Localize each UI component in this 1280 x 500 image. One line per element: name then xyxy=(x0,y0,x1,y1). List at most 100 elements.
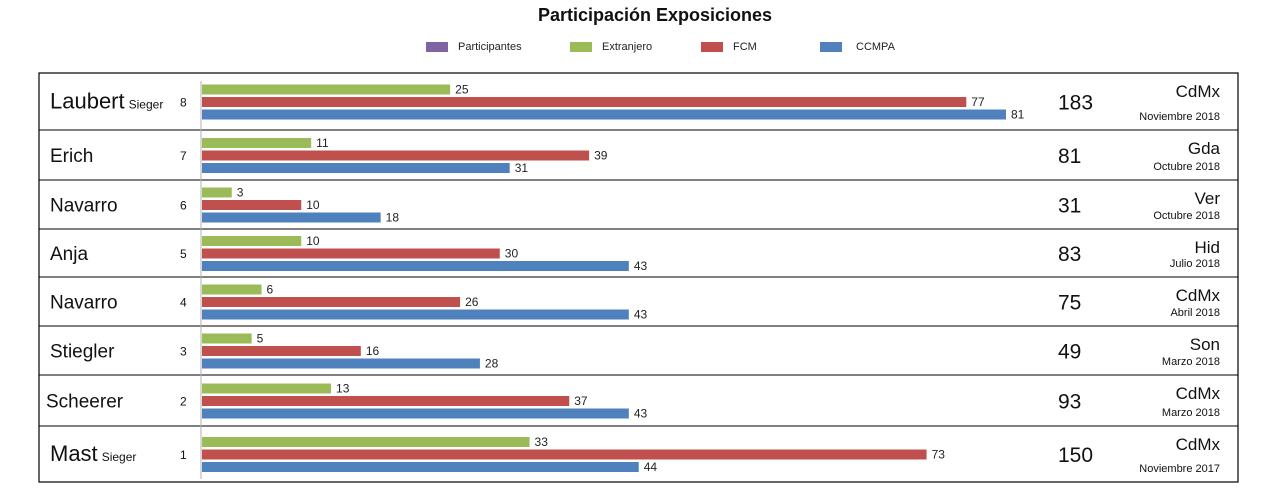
legend-swatch-ccmpa xyxy=(820,42,842,52)
row-city: CdMx xyxy=(1176,435,1221,454)
legend-label-participantes: Participantes xyxy=(458,41,522,53)
data-label-extranjero: 6 xyxy=(267,283,274,297)
row-6: 5 16 28 Stiegler 3 49 Son Marzo 2018 xyxy=(50,332,1220,371)
row-city: CdMx xyxy=(1176,82,1221,101)
data-label-ccmpa: 81 xyxy=(1011,108,1025,122)
row-1: 25 77 81 Laubert Sieger 8 183 CdMx Noviembre 201… xyxy=(50,82,1220,123)
row-total: 183 xyxy=(1058,92,1093,115)
bar-fcm xyxy=(202,200,302,210)
legend-item-extranjero: Extranjero xyxy=(570,39,652,55)
bar-extranjero xyxy=(202,437,530,447)
row-total: 150 xyxy=(1058,444,1093,467)
row-8: 33 73 44 Mast Sieger 1 150 CdMx Noviembre 2017 xyxy=(50,435,1220,475)
bar-ccmpa xyxy=(202,109,1006,120)
bar-fcm xyxy=(202,97,967,107)
data-label-fcm: 37 xyxy=(574,394,588,408)
data-label-fcm: 39 xyxy=(594,149,608,163)
row-date: Noviembre 2017 xyxy=(1139,463,1220,475)
data-label-fcm: 26 xyxy=(465,295,479,309)
row-7: 13 37 43 Scheerer 2 93 CdMx Marzo 2018 xyxy=(46,382,1220,421)
row-name: Erich xyxy=(50,146,93,167)
row-name: Anja xyxy=(50,244,88,265)
data-label-ccmpa: 18 xyxy=(386,211,400,225)
legend-item-fcm: FCM xyxy=(701,39,757,55)
bar-extranjero xyxy=(202,84,451,95)
row-index: 5 xyxy=(180,247,187,261)
chart-legend: Participantes Extranjero FCM CCMPA xyxy=(0,39,1280,55)
row-total: 31 xyxy=(1058,195,1081,218)
row-city: Son xyxy=(1190,335,1220,354)
data-label-fcm: 77 xyxy=(971,95,985,109)
row-date: Abril 2018 xyxy=(1170,307,1220,319)
bar-fcm xyxy=(202,150,590,161)
bar-fcm xyxy=(202,346,361,356)
row-note: Sieger xyxy=(129,98,164,112)
row-index: 6 xyxy=(180,199,187,213)
legend-swatch-participantes xyxy=(426,42,448,52)
legend-label-ccmpa: CCMPA xyxy=(856,41,895,53)
row-date: Marzo 2018 xyxy=(1162,407,1220,419)
legend-label-fcm: FCM xyxy=(733,41,757,53)
row-2: 11 39 31 Erich 7 81 Gda Octubre 2018 xyxy=(50,136,1221,175)
bar-fcm xyxy=(202,248,500,259)
legend-swatch-extranjero xyxy=(570,42,592,52)
row-name: Navarro xyxy=(50,196,118,217)
row-total: 93 xyxy=(1058,391,1081,414)
data-label-extranjero: 11 xyxy=(316,136,329,150)
data-label-fcm: 16 xyxy=(366,344,380,358)
row-city: Gda xyxy=(1188,139,1221,158)
chart-title: Participación Exposiciones xyxy=(537,5,773,25)
row-index: 7 xyxy=(180,149,187,163)
data-label-ccmpa: 28 xyxy=(485,357,499,371)
row-3: 3 10 18 Navarro 6 31 Ver Octubre 2018 xyxy=(50,186,1220,225)
bar-fcm xyxy=(202,396,570,406)
row-5: 6 26 43 Navarro 4 75 CdMx Abril 2018 xyxy=(50,283,1220,322)
data-label-ccmpa: 43 xyxy=(634,308,648,322)
data-label-extranjero: 25 xyxy=(455,83,469,97)
data-label-extranjero: 3 xyxy=(237,186,244,200)
row-index: 2 xyxy=(180,395,187,409)
bar-extranjero xyxy=(202,333,252,344)
data-label-ccmpa: 31 xyxy=(515,161,529,175)
legend-item-participantes: Participantes xyxy=(426,39,522,55)
legend-label-extranjero: Extranjero xyxy=(602,41,653,53)
data-label-extranjero: 13 xyxy=(336,382,350,396)
row-city: Hid xyxy=(1194,238,1220,257)
data-label-extranjero: 33 xyxy=(535,435,549,449)
bar-ccmpa xyxy=(202,462,639,472)
row-total: 83 xyxy=(1058,243,1081,266)
row-date: Octubre 2018 xyxy=(1153,210,1220,222)
data-label-fcm: 10 xyxy=(306,198,320,212)
row-name: Stiegler xyxy=(50,342,115,363)
row-date: Noviembre 2018 xyxy=(1139,111,1220,123)
bar-ccmpa xyxy=(202,261,629,271)
bar-extranjero xyxy=(202,187,232,198)
row-index: 8 xyxy=(180,96,187,110)
row-city: CdMx xyxy=(1176,384,1221,403)
bar-ccmpa xyxy=(202,309,629,320)
row-date: Octubre 2018 xyxy=(1153,161,1220,173)
row-name: Navarro xyxy=(50,293,118,314)
bar-extranjero xyxy=(202,284,262,295)
bar-extranjero xyxy=(202,138,312,148)
bar-extranjero xyxy=(202,383,332,394)
bar-fcm xyxy=(202,297,461,307)
row-date: Marzo 2018 xyxy=(1162,356,1220,368)
bar-fcm xyxy=(202,449,927,460)
row-index: 4 xyxy=(180,296,187,310)
row-total: 81 xyxy=(1058,145,1081,168)
data-label-extranjero: 5 xyxy=(257,332,264,346)
row-index: 1 xyxy=(180,448,187,462)
row-total: 75 xyxy=(1058,292,1081,315)
row-name: Scheerer xyxy=(46,392,124,413)
row-note: Sieger xyxy=(102,450,137,464)
legend-swatch-fcm xyxy=(701,42,723,52)
row-city: Ver xyxy=(1194,189,1220,208)
legend-item-ccmpa: CCMPA xyxy=(820,39,895,55)
row-name: Mast Sieger xyxy=(50,441,136,466)
data-label-fcm: 73 xyxy=(932,448,946,462)
bar-ccmpa xyxy=(202,212,381,223)
bar-extranjero xyxy=(202,236,302,246)
